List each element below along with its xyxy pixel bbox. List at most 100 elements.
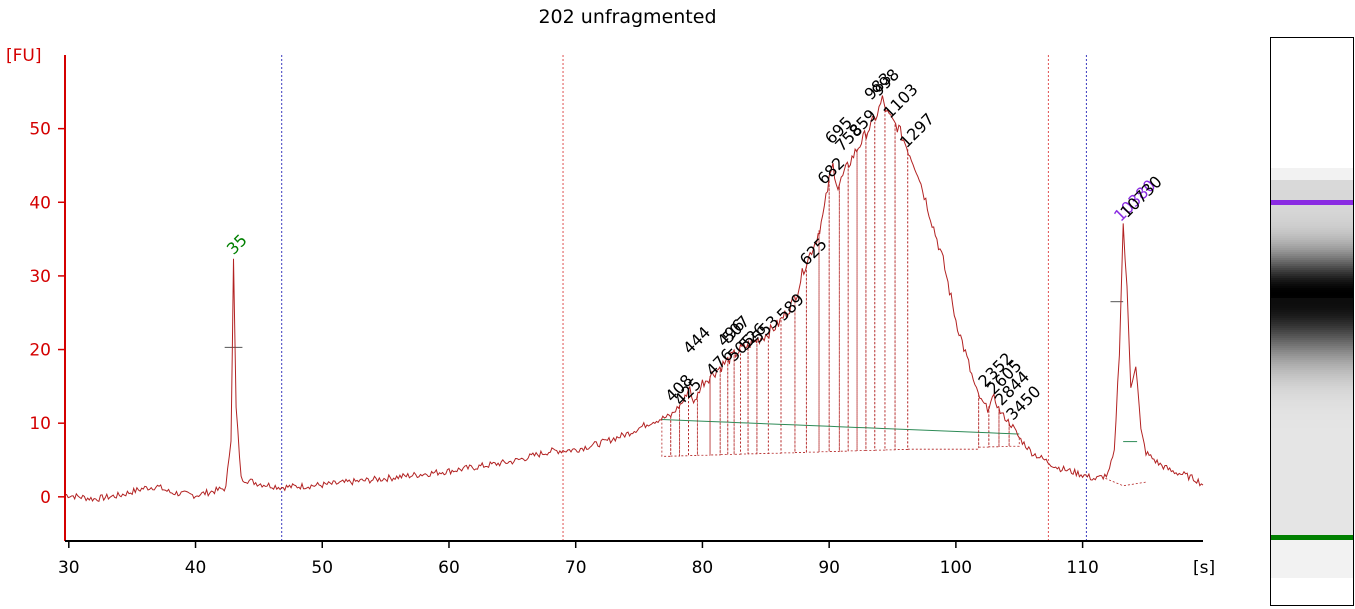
y-axis-label: [FU] (6, 46, 42, 66)
peak-label: 682 (813, 153, 848, 188)
gel-band-row (1271, 256, 1353, 258)
gel-band-row (1271, 188, 1353, 190)
gel-band-row (1271, 176, 1353, 178)
peak-range (884, 106, 896, 451)
gel-band-row (1271, 440, 1353, 442)
gel-band-row (1271, 322, 1353, 324)
gel-band-row (1271, 348, 1353, 350)
chart-title: 202 unfragmented (538, 6, 717, 28)
gel-band-row (1271, 302, 1353, 304)
gel-band-row (1271, 442, 1353, 444)
gel-band-row (1271, 224, 1353, 226)
gel-band-row (1271, 174, 1353, 176)
peak-range (727, 355, 735, 455)
y-tick-label: 40 (29, 193, 51, 213)
gel-band-row (1271, 420, 1353, 422)
gel-band-row (1271, 460, 1353, 462)
trace-line (64, 95, 1204, 503)
gel-band-row (1271, 518, 1353, 520)
gel-band-row (1271, 402, 1353, 404)
gel-band-row (1271, 332, 1353, 334)
gel-band-row (1271, 490, 1353, 492)
peak-baseline (780, 423, 795, 426)
gel-band-row (1271, 564, 1353, 566)
gel-band-row (1271, 422, 1353, 424)
gel-band-row (1271, 344, 1353, 346)
gel-band-row (1271, 230, 1353, 232)
gel-band-row (1271, 294, 1353, 296)
peak-baseline (907, 429, 979, 433)
gel-band-row (1271, 198, 1353, 200)
gel-band-row (1271, 304, 1353, 306)
gel-band-row (1271, 390, 1353, 392)
gel-band-row (1271, 458, 1353, 460)
gel-band-row (1271, 226, 1353, 228)
peak-baseline (697, 420, 711, 422)
peak-range (978, 395, 990, 448)
gel-band-row (1271, 474, 1353, 476)
gel-band-row (1271, 482, 1353, 484)
gel-band-row (1271, 216, 1353, 218)
gel-band-row (1271, 506, 1353, 508)
peak-range (696, 376, 711, 456)
gel-band-row (1271, 338, 1353, 340)
axes: 0 10 20 30 40 50 30 40 50 60 70 80 90 100 110 [FU] [s] (6, 46, 1215, 578)
gel-band-row (1271, 398, 1353, 400)
gel-band-row (1271, 432, 1353, 434)
gel-band-row (1271, 574, 1353, 576)
gel-band-row (1271, 316, 1353, 318)
region-lines (281, 55, 1087, 541)
gel-band-row (1271, 184, 1353, 186)
peak-range (838, 165, 849, 452)
gel-band-row (1271, 552, 1353, 554)
gel-band-row (1271, 554, 1353, 556)
gel-band-row (1271, 340, 1353, 342)
gel-band-row (1271, 562, 1353, 564)
gel-band-row (1271, 246, 1353, 248)
y-tick-label: 0 (40, 488, 51, 508)
gel-band-row (1271, 318, 1353, 320)
gel-band-row (1271, 212, 1353, 214)
gel-band-row (1271, 480, 1353, 482)
gel-band-row (1271, 310, 1353, 312)
electropherogram-chart: 0 10 20 30 40 50 30 40 50 60 70 80 90 100 110 [FU] [s] 3… (6, 46, 1215, 578)
gel-band-row (1271, 358, 1353, 360)
gel-band-row (1271, 434, 1353, 436)
gel-lane (1270, 37, 1354, 606)
gel-band-row (1271, 540, 1353, 542)
gel-band-row (1271, 290, 1353, 292)
gel-band-row (1271, 456, 1353, 458)
gel-band-row (1271, 234, 1353, 236)
gel-band-row (1271, 352, 1353, 354)
peak-range (1008, 422, 1020, 447)
gel-band-row (1271, 220, 1353, 222)
gel-band-row (1271, 508, 1353, 510)
lower-marker-band (1271, 535, 1353, 540)
y-tick-label: 20 (29, 341, 51, 361)
gel-band-row (1271, 178, 1353, 180)
gel-band-row (1271, 386, 1353, 388)
gel-band-row (1271, 504, 1353, 506)
gel-band-row (1271, 288, 1353, 290)
gel-band-row (1271, 512, 1353, 514)
gel-band-row (1271, 400, 1353, 402)
gel-band-row (1271, 484, 1353, 486)
gel-band-row (1271, 314, 1353, 316)
peak-baseline (768, 423, 782, 425)
gel-band-row (1271, 406, 1353, 408)
gel-band-row (1271, 206, 1353, 208)
gel-band-row (1271, 380, 1353, 382)
gel-band-row (1271, 522, 1353, 524)
gel-band-row (1271, 274, 1353, 276)
gel-band-row (1271, 282, 1353, 284)
peak-label: 589 (773, 290, 808, 325)
gel-band-row (1271, 412, 1353, 414)
peak-baseline (806, 424, 820, 427)
gel-band-row (1271, 210, 1353, 212)
gel-band-row (1271, 550, 1353, 552)
gel-band-row (1271, 468, 1353, 470)
gel-band-row (1271, 270, 1353, 272)
gel-band-row (1271, 196, 1353, 198)
gel-band-row (1271, 570, 1353, 572)
peak-range (874, 106, 886, 451)
